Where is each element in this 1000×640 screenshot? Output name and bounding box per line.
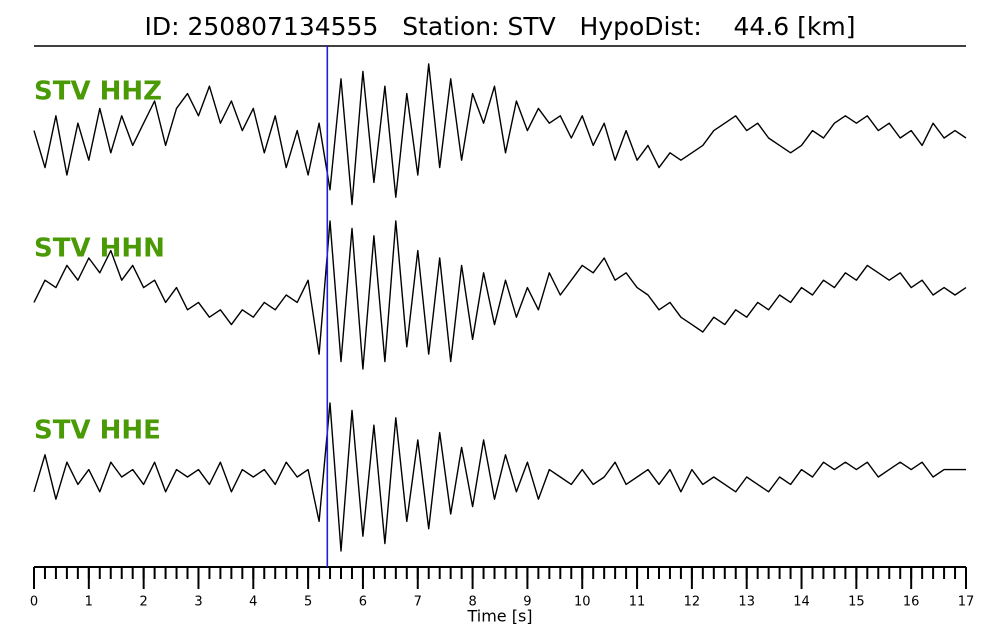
x-tick-label: 9 (523, 595, 531, 610)
x-tick-label: 1 (85, 595, 93, 610)
x-tick-label: 14 (793, 595, 810, 610)
waveform (33, 402, 966, 552)
x-tick-label: 6 (359, 595, 367, 610)
chart-title: ID: 250807134555 Station: STV HypoDist: … (145, 12, 856, 41)
x-tick-label: 3 (194, 595, 202, 610)
x-tick-label: 15 (848, 595, 865, 610)
trace-label: STV HHE (34, 416, 161, 446)
x-axis-label: Time [s] (466, 607, 532, 626)
x-tick-label: 10 (574, 595, 591, 610)
x-tick-label: 0 (30, 595, 38, 610)
waveform (33, 220, 967, 370)
x-tick-label: 11 (629, 595, 646, 610)
x-tick-label: 2 (140, 595, 148, 610)
x-tick-label: 12 (684, 595, 701, 610)
x-tick-label: 16 (903, 595, 920, 610)
x-tick-label: 8 (468, 595, 476, 610)
x-tick-label: 13 (738, 595, 755, 610)
trace-label: STV HHN (34, 234, 165, 264)
trace-label: STV HHZ (34, 77, 162, 107)
x-tick-label: 17 (958, 595, 975, 610)
waveform (33, 63, 967, 206)
x-tick-label: 5 (304, 595, 312, 610)
x-tick-label: 4 (249, 595, 257, 610)
x-tick-label: 7 (414, 595, 422, 610)
